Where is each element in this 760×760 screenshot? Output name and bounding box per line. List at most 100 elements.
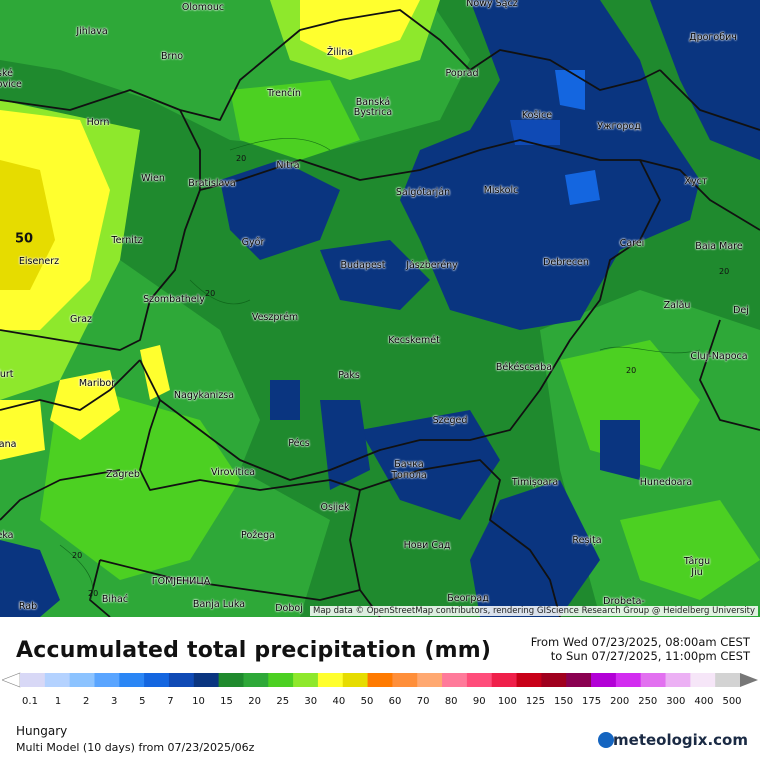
city-label: Nowy Sącz xyxy=(466,0,518,9)
city-label: Košice xyxy=(521,110,553,121)
legend-tick-label: 1 xyxy=(54,696,62,707)
city-label: ljana xyxy=(0,439,17,450)
city-label: Žilina xyxy=(326,47,354,58)
legend-tick-label: 60 xyxy=(388,696,402,707)
city-label: Pécs xyxy=(288,438,310,449)
legend-low-arrow xyxy=(2,672,21,688)
city-label: Trenčín xyxy=(267,88,301,99)
city-label: Reșița xyxy=(572,535,602,546)
legend-swatch xyxy=(541,673,567,687)
city-label: Olomouc xyxy=(181,2,225,13)
legend-tick-label: 100 xyxy=(497,696,517,707)
city-label: Ужгород xyxy=(597,121,641,132)
legend-tick-label: 50 xyxy=(360,696,374,707)
city-label: ské xyxy=(0,68,13,79)
city-label: Békéscsaba xyxy=(495,362,553,373)
legend-tick-label: 80 xyxy=(444,696,458,707)
city-label: Zagreb xyxy=(106,469,140,480)
city-label: Debrecen xyxy=(543,257,589,268)
legend-tick-label: 70 xyxy=(416,696,430,707)
legend-swatch xyxy=(218,673,244,687)
legend-tick-label: 10 xyxy=(192,696,205,707)
region-label: Hungary xyxy=(16,724,68,738)
legend-swatch xyxy=(417,673,443,687)
precipitation-map[interactable]: Olomouc Nowy Sącz Jihlava Дрогобич Brno Žilin… xyxy=(0,0,760,617)
city-label: Salgótarján xyxy=(395,187,451,198)
legend-swatch xyxy=(243,673,269,687)
legend-swatch xyxy=(392,673,418,687)
city-label: Târgu xyxy=(683,556,711,567)
map-attribution[interactable]: Map data © OpenStreetMap contributors, r… xyxy=(310,606,758,616)
legend-swatch xyxy=(317,673,344,687)
legend-swatch xyxy=(442,673,468,687)
brand-link[interactable]: meteologix.com xyxy=(613,731,748,749)
contour-label: 20 xyxy=(205,289,216,298)
legend-swatch xyxy=(690,673,716,687)
city-label: Nagykanizsa xyxy=(173,390,235,401)
meteologix-logo-icon[interactable] xyxy=(598,732,614,748)
city-label: Graz xyxy=(69,314,93,325)
legend-tick-label: 90 xyxy=(472,696,486,707)
city-label: Carei xyxy=(619,238,645,249)
legend-swatch xyxy=(20,673,46,687)
legend-tick-label: 250 xyxy=(638,696,658,707)
legend-tick-label: 2 xyxy=(82,696,90,707)
city-label: Bihać xyxy=(101,594,129,605)
city-label: Jászberény xyxy=(406,260,458,271)
city-label: Ternitz xyxy=(111,235,143,246)
city-label: Бачка xyxy=(394,459,424,470)
city-label: Budapest xyxy=(340,260,386,271)
city-label: furt xyxy=(0,369,14,380)
chart-title: Accumulated total precipitation (mm) xyxy=(16,638,492,663)
city-label: Dej xyxy=(733,305,749,316)
legend-swatch xyxy=(367,673,393,687)
contour-label: 20 xyxy=(719,267,730,276)
city-label: Kecskemét xyxy=(388,335,440,346)
legend-swatch xyxy=(516,673,542,687)
legend-tick-label: 20 xyxy=(248,696,261,707)
legend-swatch xyxy=(342,673,369,687)
city-label: Jiu xyxy=(691,567,703,578)
city-label: Wien xyxy=(141,173,165,184)
city-label: Maribor xyxy=(78,378,116,389)
city-label: Osijek xyxy=(320,502,350,513)
city-label: Poprad xyxy=(445,68,479,79)
city-label: Doboj xyxy=(275,603,303,614)
city-label: Horn xyxy=(86,117,110,128)
city-label: Szeged xyxy=(432,415,468,426)
legend-tick-label: 300 xyxy=(666,696,686,707)
legend-swatch xyxy=(168,673,195,687)
city-label: Veszprém xyxy=(251,312,299,323)
contour-label: 20 xyxy=(626,366,637,375)
city-label: Szombathely xyxy=(143,294,205,305)
city-label: Хуст xyxy=(684,176,708,187)
city-label: Hunedoara xyxy=(639,477,693,488)
city-label: Rab xyxy=(18,601,38,612)
city-label: Bratislava xyxy=(188,178,236,189)
legend-tick-label: 400 xyxy=(694,696,714,707)
legend-swatch xyxy=(44,673,71,687)
legend-swatch xyxy=(94,673,120,687)
city-label: ГОМЈЕНИЦА xyxy=(151,576,211,587)
date-to: to Sun 07/27/2025, 11:00pm CEST xyxy=(550,649,750,663)
legend-tick-label: 5 xyxy=(139,696,146,707)
date-from: From Wed 07/23/2025, 08:00am CEST xyxy=(530,635,750,649)
legend-swatch xyxy=(591,673,617,687)
legend-tick-label: 0.1 xyxy=(22,696,38,707)
model-info: Multi Model (10 days) from 07/23/2025/06… xyxy=(16,741,255,754)
legend-swatch xyxy=(466,673,493,687)
contour-label: 20 xyxy=(236,154,247,163)
city-label: Drobeta- xyxy=(603,596,645,607)
legend-swatch xyxy=(144,673,170,687)
city-label: Дрогобич xyxy=(689,32,737,43)
city-label: Београд xyxy=(447,593,489,604)
legend-swatch xyxy=(491,673,518,687)
legend-tick-label: 30 xyxy=(304,696,318,707)
city-label: Banja Luka xyxy=(192,599,246,610)
date-range: From Wed 07/23/2025, 08:00am CEST to Sun… xyxy=(531,635,750,663)
precipitation-field xyxy=(0,0,760,617)
city-label: Paks xyxy=(338,370,360,381)
city-label: Nitra xyxy=(276,160,300,171)
legend-tick-label: 175 xyxy=(582,696,602,707)
